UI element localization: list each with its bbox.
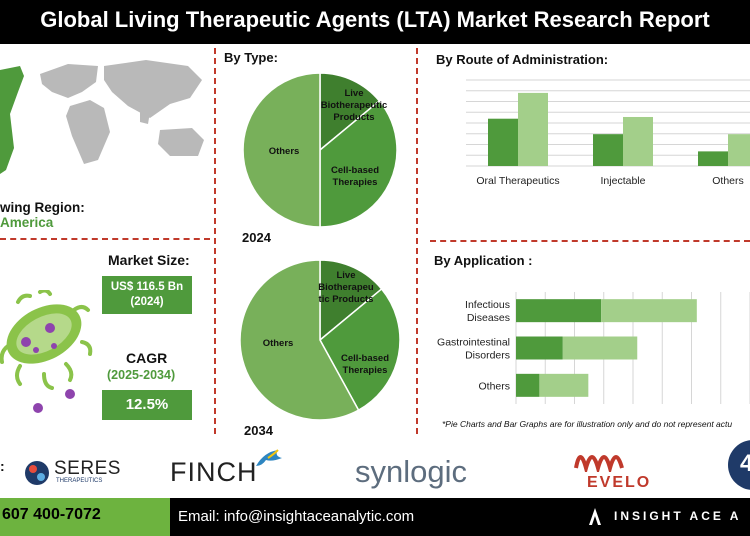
route-chart-title: By Route of Administration: [436, 52, 609, 67]
pie-label-4: Therapies [343, 365, 388, 376]
route-bar [488, 118, 518, 166]
evelo-logo-icon [574, 455, 624, 472]
application-category-label: Infectious [465, 299, 510, 311]
footer-email: Email: info@insightaceanalytic.com [178, 508, 415, 525]
route-bar [623, 116, 653, 166]
market-size-value: US$ 116.5 Bn [110, 281, 184, 293]
route-bar-chart: Oral Therapeutics Injectable Others [466, 79, 750, 187]
application-category-label: Gastrointestinal [437, 337, 510, 349]
fourth-logo-icon: 4 [728, 440, 750, 490]
seres-logo: SERES THERAPEUTICS [24, 458, 134, 490]
market-size-box: US$ 116.5 Bn (2024) [102, 276, 192, 314]
companies-prefix: : [0, 458, 5, 474]
divider-right [430, 240, 750, 242]
route-bar [518, 92, 548, 166]
market-size-year: (2024) [130, 296, 164, 308]
divider-vertical-2 [416, 48, 418, 434]
pie-label-4: Therapies [333, 177, 378, 188]
bacteria-icon [0, 290, 93, 413]
footer-phone: 607 400-7072 [2, 506, 101, 523]
by-type-title: By Type: [224, 50, 278, 65]
route-category-label: Oral Therapeutics [476, 175, 559, 187]
fourth-logo-text: 4 [740, 450, 750, 477]
footer-phone-bar: 607 400-7072 [0, 498, 170, 536]
report-title-bar: Global Living Therapeutic Agents (LTA) M… [0, 0, 750, 44]
pie-label-5: Others [269, 146, 300, 157]
pie-slice-others [239, 259, 360, 421]
footer-info-bar: Email: info@insightaceanalytic.com INSIG… [170, 498, 750, 536]
route-bar [593, 134, 623, 166]
pie-label-0: Live [344, 88, 363, 99]
pie-label-5: Others [263, 338, 294, 349]
seres-logo-icon [25, 461, 49, 485]
pie-slice-others [242, 72, 321, 228]
route-category-label: Others [712, 175, 744, 187]
pie-label-3: Cell-based [331, 165, 379, 176]
divider-vertical-1 [214, 48, 216, 434]
application-bar [516, 299, 602, 323]
disclaimer-text: *Pie Charts and Bar Graphs are for illus… [442, 419, 733, 429]
finch-logo-text: FINCH [170, 457, 258, 487]
application-bar [562, 336, 638, 360]
pie-slice-live-biotherapeutic-products [319, 72, 381, 152]
region-label: wing Region: [0, 200, 85, 215]
report-title: Global Living Therapeutic Agents (LTA) M… [40, 7, 710, 32]
footer-brand: INSIGHT ACE A [614, 509, 742, 523]
application-category-label: Disorders [465, 350, 510, 362]
seres-logo-subtext: THERAPEUTICS [56, 478, 103, 484]
finch-bird-icon [256, 449, 282, 466]
evelo-logo-text: EVELO [587, 474, 652, 491]
cagr-period: (2025-2034) [107, 368, 176, 382]
pie-year-2034: 2034 [244, 423, 273, 438]
region-value: America [0, 215, 54, 230]
pie-slice-cell-based-therapies [319, 99, 398, 228]
pie-label-1: Biotherapeu [318, 282, 374, 293]
route-category-label: Injectable [601, 175, 646, 187]
seres-logo-text: SERES [54, 458, 121, 479]
pie-year-2024: 2024 [242, 230, 271, 245]
application-bar [601, 299, 697, 323]
cagr-value: 12.5% [102, 390, 192, 420]
pie-slice-cell-based-therapies [319, 287, 401, 412]
divider-left [0, 238, 210, 240]
application-bar [539, 373, 589, 397]
pie-label-1: Biotherapeutic [321, 100, 388, 111]
synlogic-logo-text: synlogic [355, 454, 467, 489]
application-bar [516, 373, 540, 397]
application-category-label: Diseases [467, 312, 510, 324]
application-category-label: Others [478, 380, 510, 392]
world-map [0, 60, 204, 174]
pie-label-2: tic Products [319, 294, 374, 305]
cagr-label: CAGR [126, 350, 168, 366]
pie-label-3: Cell-based [341, 353, 389, 364]
application-bar [516, 336, 563, 360]
market-size-label: Market Size: [108, 252, 190, 268]
route-bar [698, 151, 728, 166]
insight-ace-logo-icon [589, 508, 601, 525]
pie-slice-live-biotherapeutic-products [319, 259, 383, 342]
pie-label-0: Live [336, 270, 355, 281]
route-bar [728, 134, 750, 166]
application-chart-title: By Application : [434, 253, 533, 268]
pie-label-2: Products [333, 112, 374, 123]
